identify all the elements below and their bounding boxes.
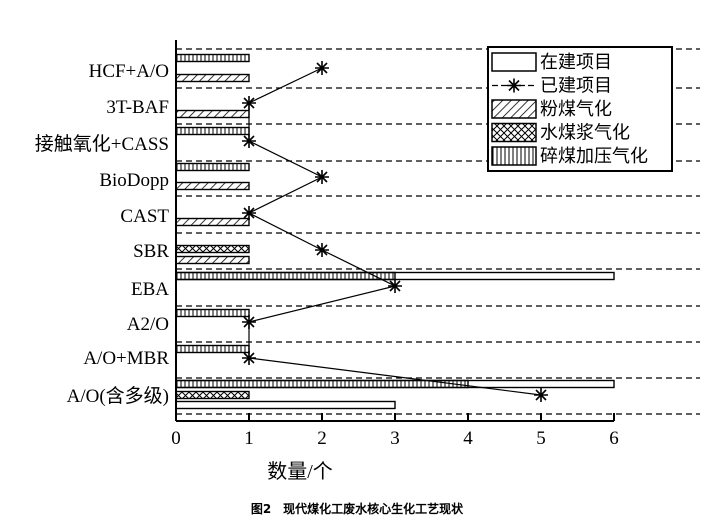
- bar-EBA-碎煤加压气化: [175, 271, 396, 281]
- line-built-projects: [247, 67, 542, 396]
- legend-swatch: [491, 122, 537, 143]
- bar-CAST-粉煤气化: [175, 217, 250, 227]
- point-SBR: [315, 243, 329, 257]
- x-tick-label: 6: [609, 428, 619, 449]
- category-label: 接触氧化+CASS: [35, 133, 169, 155]
- bar-A/O(含多级)-在建项目: [175, 400, 396, 410]
- legend-label: 水煤浆气化: [540, 123, 630, 143]
- legend-label: 粉煤气化: [540, 99, 612, 119]
- category-label: 3T-BAF: [106, 97, 169, 118]
- bar-3T-BAF-粉煤气化: [175, 109, 250, 119]
- x-axis-label: 数量/个: [267, 460, 333, 483]
- legend-swatch: [491, 52, 537, 72]
- bar-A/O(含多级)-碎煤加压气化: [175, 379, 469, 389]
- category-label: A/O+MBR: [83, 348, 169, 369]
- bar-HCF+A/O-碎煤加压气化: [175, 53, 250, 63]
- bar-HCF+A/O-粉煤气化: [175, 73, 250, 83]
- bar-A2/O-碎煤加压气化: [175, 308, 250, 318]
- bar-接触氧化+CASS-碎煤加压气化: [175, 126, 250, 136]
- figure-caption: 图2 现代煤化工废水核心生化工艺现状: [251, 501, 464, 516]
- point-接触氧化+CASS: [242, 134, 256, 148]
- bar-SBR-粉煤气化: [175, 255, 250, 265]
- x-tick-label: 3: [390, 428, 400, 449]
- point-A/O+MBR: [242, 351, 256, 365]
- legend-label: 已建项目: [540, 76, 612, 96]
- category-label: A2/O: [127, 314, 169, 335]
- legend-swatch: [491, 99, 537, 119]
- category-label: EBA: [131, 279, 169, 300]
- category-label: SBR: [133, 241, 169, 262]
- category-label: A/O(含多级): [67, 385, 169, 407]
- x-tick-label: 1: [244, 428, 254, 449]
- legend-label: 在建项目: [540, 52, 612, 72]
- point-A2/O: [242, 315, 256, 329]
- bar-BioDopp-粉煤气化: [175, 181, 250, 191]
- bar-A/O(含多级)-水煤浆气化: [175, 390, 250, 400]
- point-A/O(含多级): [534, 388, 548, 402]
- x-tick-label: 4: [463, 428, 473, 449]
- point-HCF+A/O: [315, 61, 329, 75]
- legend-swatch: [491, 146, 537, 166]
- legend-star-icon: [507, 78, 521, 93]
- point-EBA: [388, 279, 402, 293]
- x-tick-label: 2: [317, 428, 327, 449]
- point-3T-BAF: [242, 96, 256, 110]
- point-CAST: [242, 206, 256, 220]
- bar-BioDopp-碎煤加压气化: [175, 162, 250, 172]
- bar-SBR-水煤浆气化: [175, 244, 250, 254]
- bar-A/O+MBR-碎煤加压气化: [175, 344, 250, 354]
- legend-label: 碎煤加压气化: [540, 146, 648, 166]
- category-label: HCF+A/O: [89, 61, 169, 82]
- x-tick-label: 0: [171, 428, 181, 449]
- category-label: CAST: [120, 206, 169, 227]
- x-tick-label: 5: [536, 428, 546, 449]
- category-label: BioDopp: [99, 170, 169, 191]
- point-BioDopp: [315, 170, 329, 184]
